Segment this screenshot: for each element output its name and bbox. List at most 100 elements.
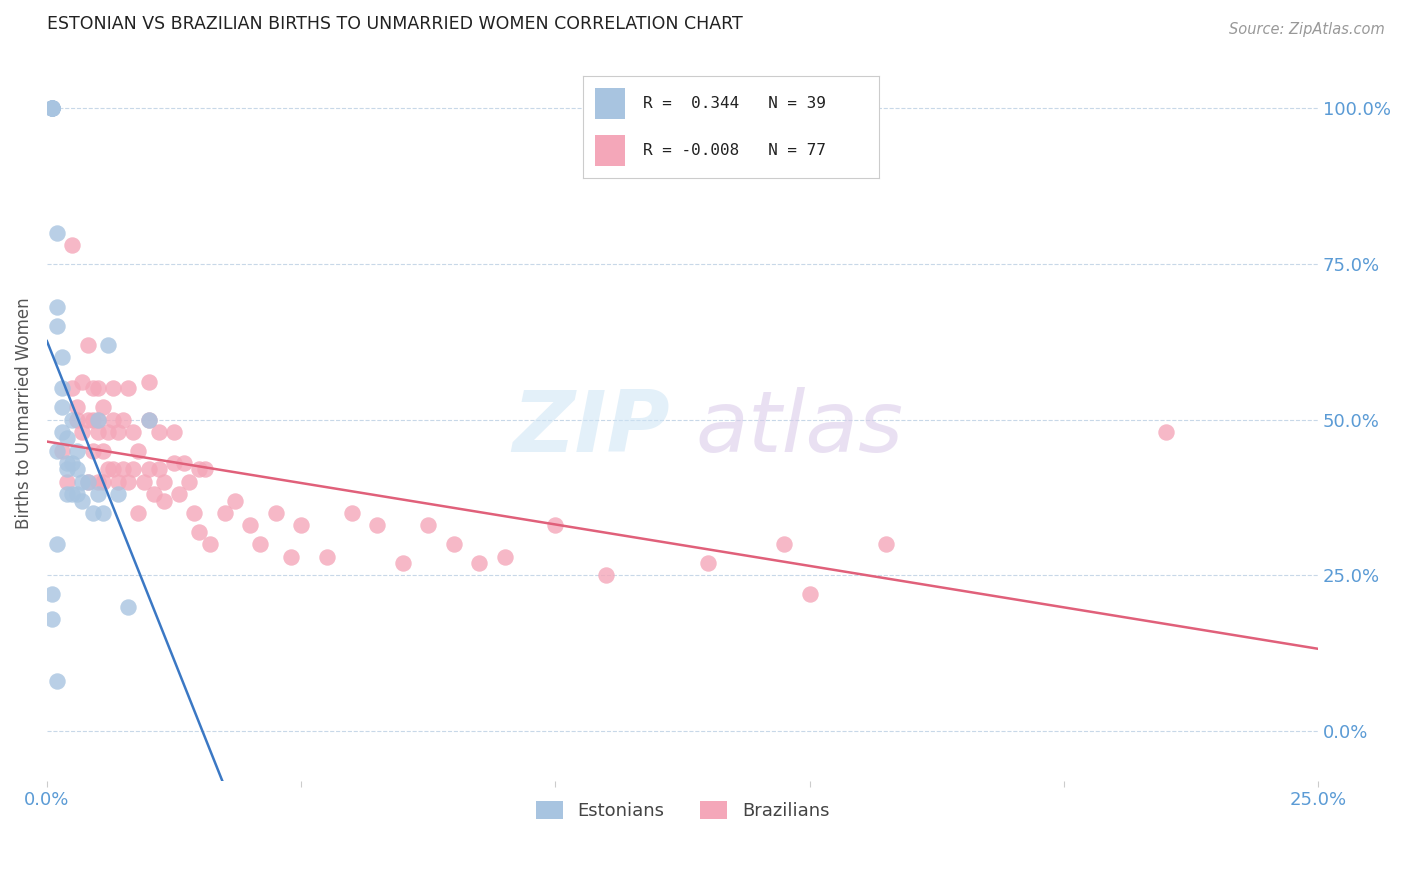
Point	[138, 412, 160, 426]
Point	[76, 475, 98, 489]
Point	[82, 443, 104, 458]
Point	[66, 412, 89, 426]
Point	[60, 381, 83, 395]
Point	[132, 475, 155, 489]
Point	[41, 101, 63, 115]
Point	[117, 381, 139, 395]
Point	[315, 549, 337, 564]
Text: ZIP: ZIP	[512, 386, 669, 469]
Point	[60, 238, 83, 252]
Point	[51, 443, 73, 458]
Point	[112, 412, 135, 426]
Point	[697, 556, 720, 570]
Point	[148, 462, 170, 476]
Point	[494, 549, 516, 564]
Point	[41, 101, 63, 115]
Bar	[595, 88, 624, 119]
Point	[76, 412, 98, 426]
Point	[60, 412, 83, 426]
Point	[72, 475, 94, 489]
Point	[72, 375, 94, 389]
Point	[117, 475, 139, 489]
Point	[56, 456, 79, 470]
Point	[46, 674, 69, 689]
Point	[91, 475, 114, 489]
Point	[101, 462, 124, 476]
Point	[66, 443, 89, 458]
Point	[66, 487, 89, 501]
Point	[290, 518, 312, 533]
Point	[107, 475, 129, 489]
Point	[188, 524, 211, 539]
Point	[153, 493, 176, 508]
Point	[51, 351, 73, 365]
Point	[179, 475, 201, 489]
Point	[82, 412, 104, 426]
Point	[41, 101, 63, 115]
Y-axis label: Births to Unmarried Women: Births to Unmarried Women	[15, 298, 32, 529]
Point	[127, 443, 149, 458]
Point	[127, 506, 149, 520]
Point	[101, 412, 124, 426]
Point	[153, 475, 176, 489]
Point	[468, 556, 491, 570]
Text: R =  0.344   N = 39: R = 0.344 N = 39	[643, 96, 825, 111]
Point	[56, 431, 79, 445]
Point	[366, 518, 388, 533]
Point	[418, 518, 440, 533]
Point	[875, 537, 897, 551]
Point	[51, 381, 73, 395]
Point	[163, 425, 186, 439]
Point	[193, 462, 215, 476]
Point	[214, 506, 236, 520]
Point	[91, 506, 114, 520]
Point	[392, 556, 415, 570]
Point	[122, 425, 145, 439]
Point	[138, 412, 160, 426]
Point	[87, 412, 110, 426]
Point	[46, 443, 69, 458]
Point	[46, 226, 69, 240]
Point	[41, 101, 63, 115]
Point	[51, 400, 73, 414]
Point	[41, 101, 63, 115]
Point	[595, 568, 617, 582]
Point	[87, 381, 110, 395]
Text: Source: ZipAtlas.com: Source: ZipAtlas.com	[1229, 22, 1385, 37]
Point	[46, 537, 69, 551]
Point	[97, 338, 120, 352]
Point	[107, 425, 129, 439]
Point	[138, 375, 160, 389]
Point	[122, 462, 145, 476]
Point	[280, 549, 302, 564]
Point	[91, 400, 114, 414]
Point	[41, 587, 63, 601]
Point	[773, 537, 796, 551]
Point	[112, 462, 135, 476]
Point	[148, 425, 170, 439]
Point	[66, 462, 89, 476]
Point	[264, 506, 287, 520]
Bar	[595, 136, 624, 166]
Point	[173, 456, 195, 470]
Point	[97, 425, 120, 439]
Point	[1154, 425, 1177, 439]
Point	[56, 462, 79, 476]
Point	[239, 518, 262, 533]
Point	[340, 506, 363, 520]
Point	[183, 506, 205, 520]
Point	[41, 612, 63, 626]
Point	[138, 462, 160, 476]
Point	[60, 456, 83, 470]
Point	[82, 506, 104, 520]
Point	[87, 412, 110, 426]
Point	[443, 537, 465, 551]
Point	[167, 487, 190, 501]
Point	[91, 443, 114, 458]
Text: atlas: atlas	[695, 386, 903, 469]
Point	[56, 475, 79, 489]
Point	[117, 599, 139, 614]
Point	[76, 338, 98, 352]
Point	[87, 425, 110, 439]
Point	[544, 518, 567, 533]
